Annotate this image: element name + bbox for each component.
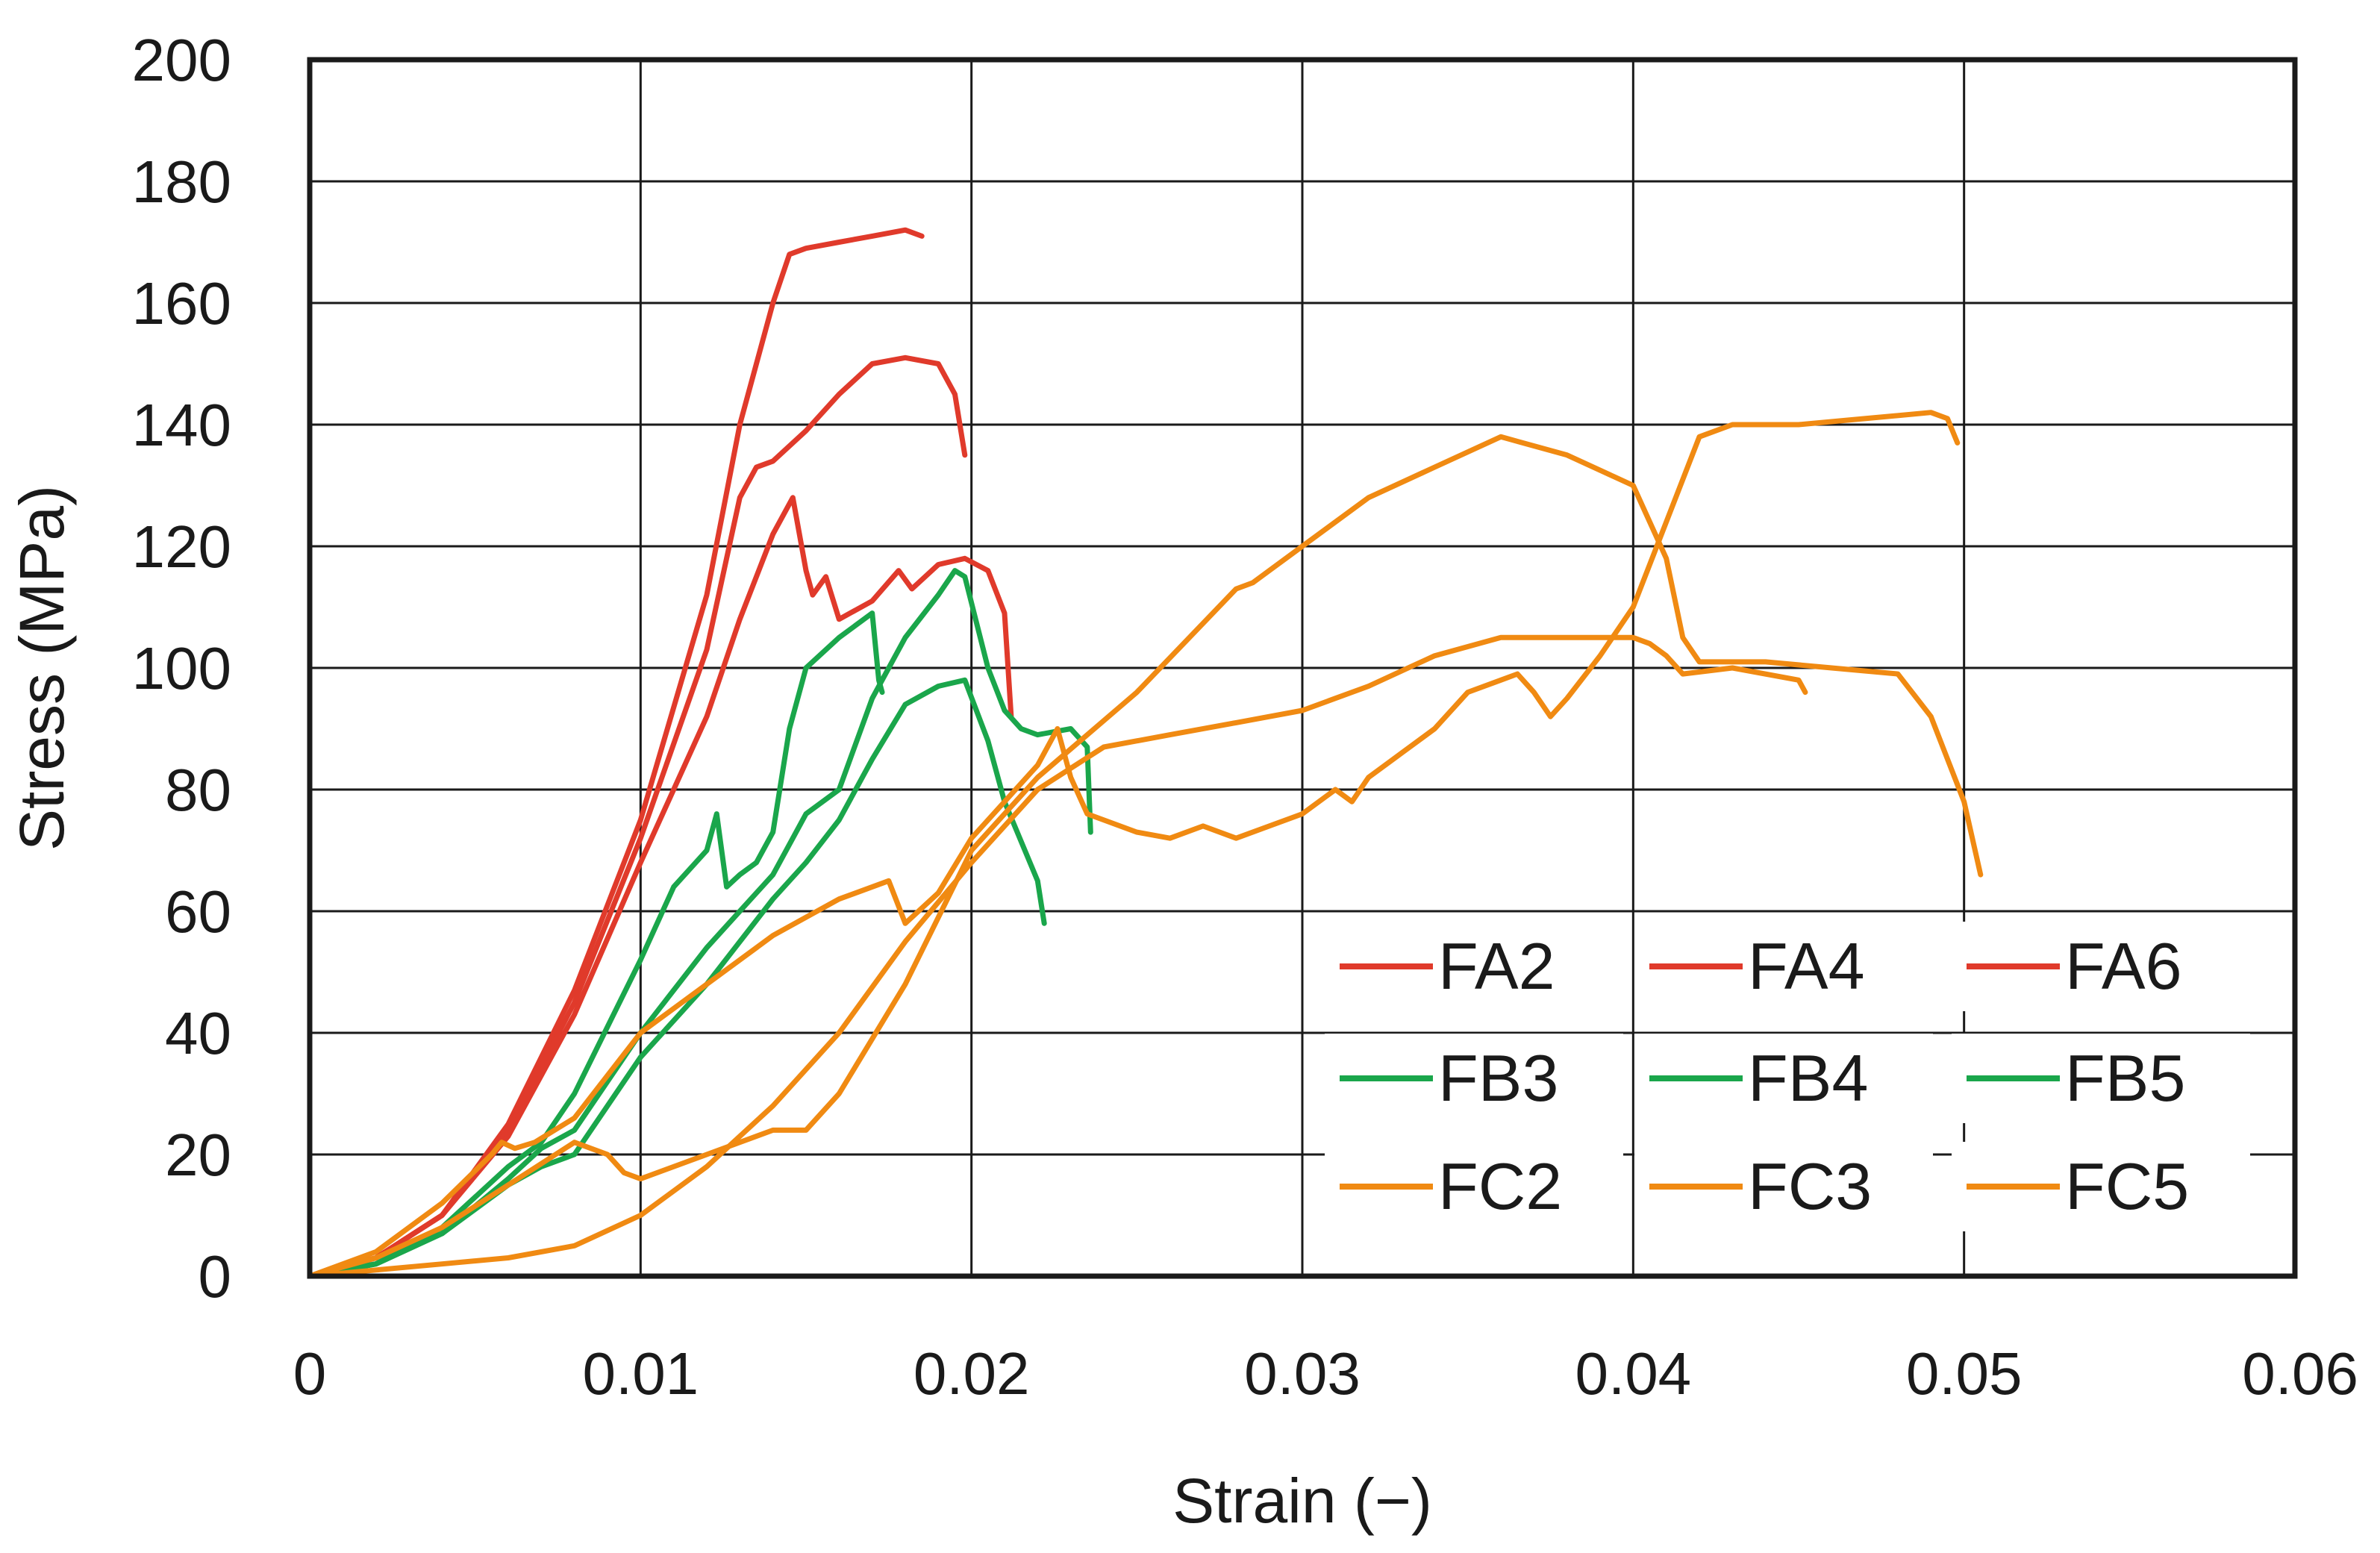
x-tick-label: 0.04 xyxy=(1575,1340,1691,1407)
series-line-fb3 xyxy=(307,610,885,1279)
plot-frame xyxy=(307,57,2298,1279)
y-tick-label: 20 xyxy=(165,1122,231,1188)
series-line-fc5 xyxy=(307,634,1808,1279)
series-line-fa4 xyxy=(307,354,968,1279)
series-line-fb4 xyxy=(307,568,1093,1279)
legend-label-fc2: FC2 xyxy=(1438,1149,1562,1223)
y-tick-label: 140 xyxy=(132,392,231,458)
y-tick-label: 180 xyxy=(132,149,231,215)
y-axis-title: Stress (MPa) xyxy=(7,485,77,851)
x-tick-label: 0.02 xyxy=(913,1340,1030,1407)
y-tick-label: 200 xyxy=(132,27,231,93)
legend-label-fc5: FC5 xyxy=(2065,1149,2189,1223)
series-line-fa6 xyxy=(307,495,1014,1279)
series-line-fa2 xyxy=(307,227,925,1279)
x-tick-label: 0.06 xyxy=(2242,1340,2358,1407)
y-tick-label: 40 xyxy=(165,1000,231,1066)
x-tick-label: 0 xyxy=(293,1340,327,1407)
series-line-fc2 xyxy=(307,410,1961,1279)
x-axis-title: Strain (−) xyxy=(1172,1466,1432,1536)
legend: FA2 FA4 FA6 FB3 FB4 FB5 FC2 FC3 FC5 xyxy=(1325,922,2250,1231)
gridlines xyxy=(310,60,2295,1276)
y-tick-label: 100 xyxy=(132,635,231,701)
legend-label-fb3: FB3 xyxy=(1438,1041,1558,1115)
x-tick-label: 0.03 xyxy=(1244,1340,1361,1407)
legend-label-fa2: FA2 xyxy=(1438,929,1555,1003)
legend-label-fa4: FA4 xyxy=(1748,929,1865,1003)
legend-label-fb5: FB5 xyxy=(2065,1041,2185,1115)
legend-label-fb4: FB4 xyxy=(1748,1041,1868,1115)
y-tick-label: 60 xyxy=(165,878,231,945)
series-lines xyxy=(307,227,1984,1279)
tick-labels: 0 0.01 0.02 0.03 0.04 0.05 0.06 0 20 40 60 80 100 120… xyxy=(132,27,2358,1407)
series-line-fc3 xyxy=(307,434,1984,1279)
legend-label-fc3: FC3 xyxy=(1748,1149,1872,1223)
y-tick-label: 120 xyxy=(132,513,231,580)
y-tick-label: 80 xyxy=(165,757,231,823)
x-tick-label: 0.05 xyxy=(1906,1340,2023,1407)
x-tick-label: 0.01 xyxy=(582,1340,699,1407)
y-tick-label: 160 xyxy=(132,270,231,337)
legend-label-fa6: FA6 xyxy=(2065,929,2182,1003)
y-tick-label: 0 xyxy=(199,1243,232,1310)
